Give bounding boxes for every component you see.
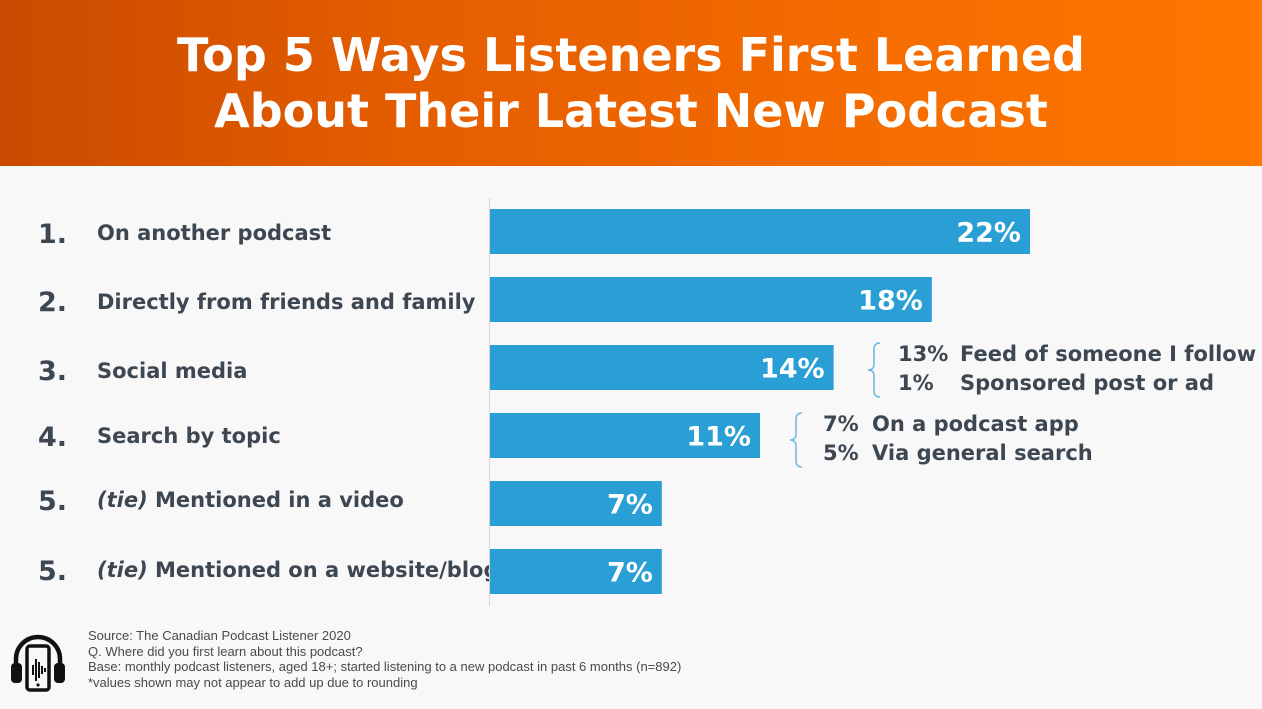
bar-value-label-1: 22% [956, 218, 1021, 249]
bar-4 [490, 413, 760, 458]
bar-2 [490, 277, 932, 322]
breakdown-label: Feed of someone I follow [960, 342, 1257, 366]
rank-2: 2. [38, 287, 68, 318]
footer-base: Base: monthly podcast listeners, aged 18… [88, 659, 682, 674]
axis-line [489, 198, 490, 606]
headphones-phone-icon [11, 634, 65, 692]
bar-value-label-5: 7% [607, 490, 653, 521]
bar-value-label-6: 7% [607, 558, 653, 589]
bar-5 [490, 481, 662, 526]
breakdown-row: 1% Sponsored post or ad [898, 369, 1256, 398]
breakdown-row: 13% Feed of someone I follow [898, 340, 1256, 369]
category-text-5a: Mentioned in a video [155, 488, 404, 512]
brace-search-by-topic [789, 412, 803, 468]
title-line-2: About Their Latest New Podcast [214, 84, 1048, 138]
bar-value-label-2: 18% [858, 286, 923, 317]
breakdown-value: 5% [823, 441, 859, 465]
bar-3 [490, 345, 834, 390]
breakdown-row: 5% Via general search [823, 439, 1093, 468]
bar-value-label-3: 14% [760, 354, 825, 385]
rank-4: 4. [38, 422, 68, 453]
header-banner: Top 5 Ways Listeners First Learned About… [0, 0, 1262, 166]
category-text-5b: Mentioned on a website/blog [155, 558, 499, 582]
category-label-5b: (tie) Mentioned on a website/blog [97, 547, 498, 593]
footer-notes: Source: The Canadian Podcast Listener 20… [88, 628, 681, 690]
bar-6 [490, 549, 662, 594]
category-label-4: Search by topic [97, 424, 281, 448]
rank-1: 1. [38, 219, 68, 250]
tie-prefix: (tie) [97, 558, 148, 582]
breakdown-value: 1% [898, 371, 934, 395]
bar-value-label-4: 11% [686, 422, 751, 453]
breakdown-label: Sponsored post or ad [960, 371, 1215, 395]
bar-1 [490, 209, 1030, 254]
footer-source: Source: The Canadian Podcast Listener 20… [88, 628, 351, 643]
category-label-3: Social media [97, 359, 248, 383]
tie-prefix: (tie) [97, 488, 148, 512]
breakdown-label: On a podcast app [872, 412, 1079, 436]
breakdown-search-by-topic: 7% On a podcast app 5% Via general search [823, 410, 1093, 468]
category-label-1: On another podcast [97, 221, 332, 245]
breakdown-value: 7% [823, 412, 859, 436]
rank-5b: 5. [38, 556, 68, 587]
footer-note: *values shown may not appear to add up d… [88, 674, 418, 690]
breakdown-value: 13% [898, 342, 949, 366]
breakdown-row: 7% On a podcast app [823, 410, 1093, 439]
breakdown-label: Via general search [872, 441, 1093, 465]
rank-3: 3. [38, 356, 68, 387]
footer-question: Q. Where did you first learn about this … [88, 643, 363, 659]
title-line-1: Top 5 Ways Listeners First Learned [177, 28, 1085, 82]
category-label-5a: (tie) Mentioned in a video [97, 477, 404, 523]
brace-social-media [867, 342, 881, 398]
breakdown-social-media: 13% Feed of someone I follow 1% Sponsored … [898, 340, 1256, 398]
rank-5a: 5. [38, 486, 68, 517]
category-label-2: Directly from friends and family [97, 290, 476, 314]
